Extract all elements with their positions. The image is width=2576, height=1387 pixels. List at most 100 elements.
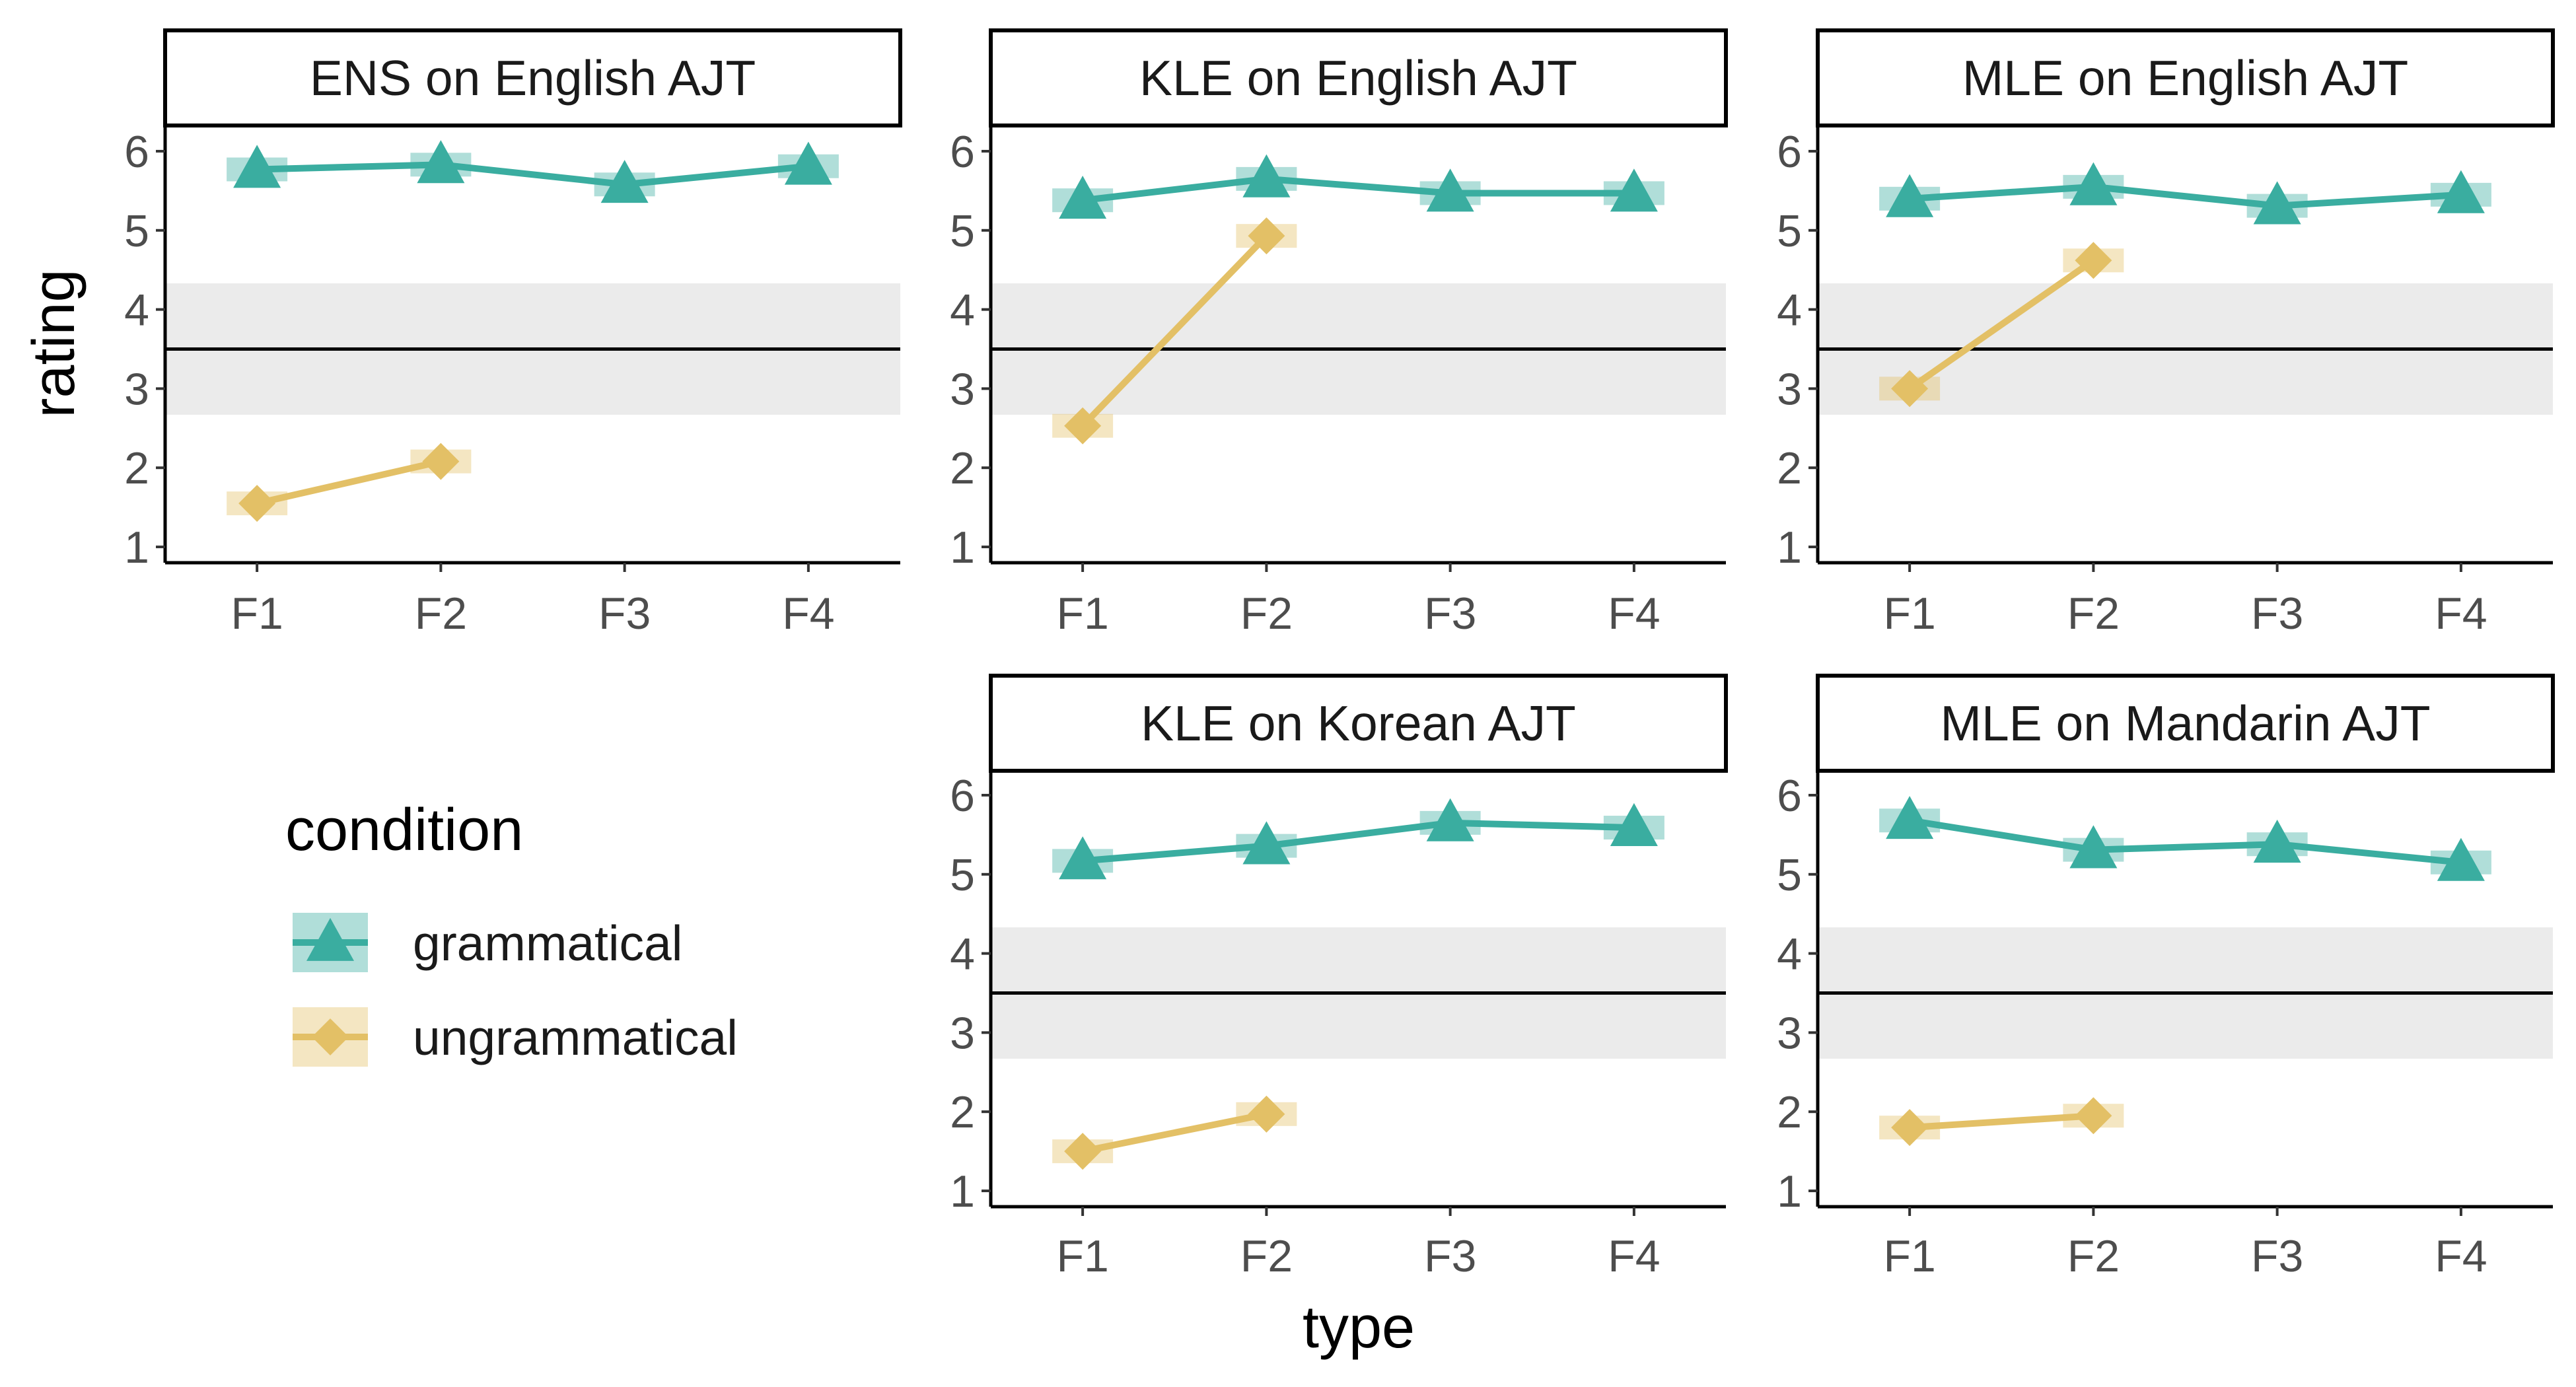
series-line	[1080, 233, 1269, 429]
y-tick-label: 2	[124, 443, 149, 493]
triangle-marker	[1059, 836, 1107, 880]
y-tick-label: 3	[1777, 1008, 1802, 1058]
diamond-marker	[1248, 217, 1285, 255]
legend: condition grammatical ungrammatical	[285, 797, 738, 1067]
diamond-marker	[1064, 407, 1102, 445]
x-tick-label: F2	[415, 588, 467, 639]
strip-title: ENS on English AJT	[310, 50, 756, 106]
x-tick-label: F3	[598, 588, 651, 639]
series-line	[256, 458, 442, 507]
x-tick-label: F4	[2435, 588, 2487, 639]
series-grammatical	[1052, 154, 1664, 219]
y-tick-label: 4	[124, 285, 149, 336]
x-tick-label: F1	[1883, 1231, 1935, 1281]
x-tick-label: F4	[1608, 1231, 1660, 1281]
y-tick-label: 4	[1777, 285, 1802, 336]
series-line	[1909, 183, 2462, 209]
triangle-marker	[417, 140, 465, 184]
triangle-marker	[2437, 837, 2485, 881]
triangle-marker	[2253, 181, 2301, 225]
y-tick-label: 6	[950, 771, 975, 821]
strip-box	[989, 674, 1728, 773]
x-tick-label: F2	[1240, 588, 1293, 639]
y-tick-label: 6	[124, 127, 149, 177]
triangle-marker	[1610, 802, 1658, 846]
triangle-marker	[2437, 170, 2485, 213]
facet-panel: KLE on English AJT 1 2 3 4 5 6 F1 F2 F3 F4	[950, 28, 1728, 639]
series-ungrammatical	[227, 443, 472, 522]
strip-box	[1816, 28, 2555, 127]
legend-label: grammatical	[413, 915, 682, 971]
y-tick-label: 1	[950, 522, 975, 573]
series-line	[1908, 258, 2096, 392]
y-tick-label: 5	[950, 206, 975, 256]
strip-box	[1816, 674, 2555, 773]
series-line	[256, 161, 809, 188]
series-line	[1909, 817, 2462, 866]
strip-box	[989, 28, 1728, 127]
triangle-marker	[1610, 168, 1658, 212]
diamond-marker	[2075, 1097, 2112, 1135]
y-tick-label: 5	[1777, 206, 1802, 256]
legend-label: ungrammatical	[413, 1010, 738, 1065]
y-tick-label: 6	[1777, 127, 1802, 177]
x-tick-label: F3	[1424, 588, 1476, 639]
y-tick-label: 2	[1777, 443, 1802, 493]
series-grammatical	[1879, 796, 2491, 881]
triangle-marker	[1426, 168, 1474, 212]
series-grammatical	[1052, 798, 1664, 880]
triangle-marker	[2069, 825, 2118, 869]
x-tick-label: F4	[2435, 1231, 2487, 1281]
y-tick-label: 4	[950, 929, 975, 979]
x-tick-label: F1	[1056, 1231, 1108, 1281]
y-tick-label: 1	[1777, 1166, 1802, 1217]
triangle-marker	[1059, 176, 1107, 219]
triangle-marker	[1426, 798, 1474, 841]
series-ungrammatical	[1879, 1097, 2124, 1147]
y-tick-label: 6	[950, 127, 975, 177]
triangle-marker	[1886, 796, 1934, 839]
triangle-marker	[2069, 162, 2118, 205]
x-tick-label: F3	[1424, 1231, 1476, 1281]
series-line	[1082, 175, 1634, 204]
strip-box	[163, 28, 902, 127]
triangle-marker	[233, 145, 281, 188]
strip-title: KLE on Korean AJT	[1141, 695, 1576, 751]
diamond-marker	[1248, 1095, 1285, 1133]
series-line	[1909, 1112, 2094, 1131]
series-grammatical	[1879, 162, 2491, 225]
y-axis-title: rating	[21, 269, 87, 417]
facet-panel: ENS on English AJT 1 2 3 4 5 6 F1 F2 F3 F4	[124, 28, 902, 639]
x-tick-label: F3	[2251, 1231, 2303, 1281]
y-tick-label: 3	[950, 1008, 975, 1058]
y-tick-label: 1	[950, 1166, 975, 1217]
y-tick-label: 5	[950, 850, 975, 900]
y-tick-label: 3	[1777, 364, 1802, 414]
legend-diamond-marker	[312, 1018, 349, 1055]
y-tick-label: 3	[124, 364, 149, 414]
facet-panel: KLE on Korean AJT 1 2 3 4 5 6 F1 F2 F3 F4	[950, 674, 1728, 1281]
triangle-marker	[1242, 154, 1291, 197]
y-tick-label: 4	[950, 285, 975, 336]
strip-title: MLE on Mandarin AJT	[1940, 695, 2430, 751]
y-tick-label: 2	[950, 443, 975, 493]
diamond-marker	[422, 443, 460, 480]
y-tick-label: 5	[124, 206, 149, 256]
triangle-marker	[2253, 820, 2301, 863]
y-tick-label: 5	[1777, 850, 1802, 900]
x-tick-label: F2	[2067, 1231, 2120, 1281]
y-tick-label: 2	[950, 1087, 975, 1137]
x-tick-label: F1	[231, 588, 283, 639]
series-line	[1082, 819, 1635, 865]
x-tick-label: F1	[1056, 588, 1108, 639]
y-tick-label: 1	[124, 522, 149, 573]
triangle-marker	[1242, 821, 1291, 865]
y-tick-label: 2	[1777, 1087, 1802, 1137]
x-tick-label: F4	[1608, 588, 1660, 639]
x-tick-label: F4	[782, 588, 834, 639]
x-tick-label: F2	[1240, 1231, 1293, 1281]
strip-title: KLE on English AJT	[1139, 50, 1577, 106]
y-tick-label: 3	[950, 364, 975, 414]
